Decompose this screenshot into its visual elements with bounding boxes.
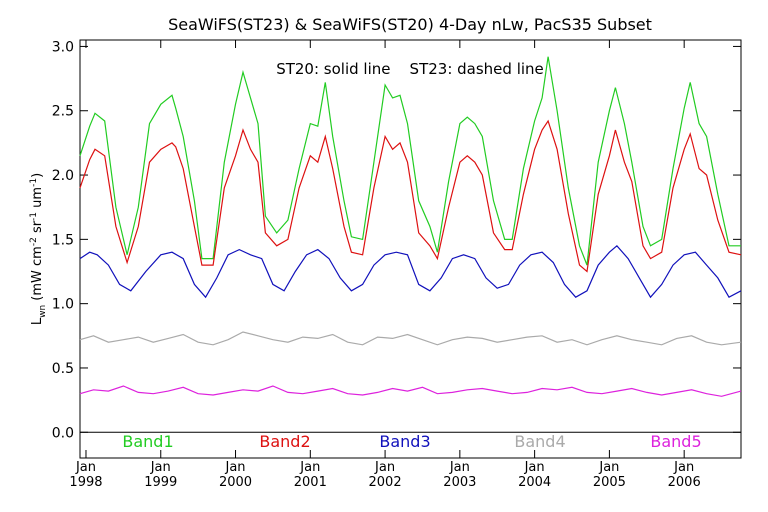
legend-label-band4: Band4 — [514, 432, 565, 451]
y-axis-label-sub: wn — [38, 305, 48, 318]
plot-area — [79, 39, 742, 459]
y-axis-label-sup3: -1 — [29, 178, 39, 187]
x-tick-label-year: 1998 — [69, 475, 102, 490]
x-tick-label-year: 2000 — [219, 475, 252, 490]
y-axis-label-main: L — [30, 317, 45, 325]
plot-frame — [79, 39, 742, 459]
series-lines — [79, 56, 742, 397]
y-axis-label-close: ) — [30, 173, 45, 178]
y-tick-label: 2.0 — [52, 168, 74, 184]
chart-title: SeaWiFS(ST23) & SeaWiFS(ST20) 4-Day nLw,… — [168, 15, 652, 34]
x-tick-label-month: Jan — [449, 460, 470, 475]
y-axis-label: Lwn (mW cm-2 sr-1 um-1) — [29, 173, 48, 325]
x-tick-label-year: 1999 — [144, 475, 177, 490]
x-tick-label-year: 2005 — [593, 475, 626, 490]
legend: Band1 Band2 Band3 Band4 Band5 — [122, 432, 701, 451]
y-tick-label: 1.5 — [52, 232, 74, 248]
series-line-band4 — [79, 331, 742, 346]
legend-label-band3: Band3 — [379, 432, 430, 451]
legend-label-band2: Band2 — [259, 432, 310, 451]
x-tick-label-month: Jan — [598, 460, 619, 475]
y-axis-label-sup1: -2 — [29, 237, 39, 246]
x-tick-label-year: 2003 — [443, 475, 476, 490]
y-tick-label: 1.0 — [52, 297, 74, 313]
y-tick-label: 2.5 — [52, 104, 74, 120]
x-axis: Jan1998Jan1999Jan2000Jan2001Jan2002Jan20… — [69, 40, 701, 490]
x-tick-label-month: Jan — [374, 460, 395, 475]
x-tick-label-year: 2004 — [518, 475, 551, 490]
series-line-band2 — [79, 119, 742, 273]
y-tick-label: 3.0 — [52, 39, 74, 55]
x-tick-label-year: 2002 — [369, 475, 402, 490]
x-tick-label-month: Jan — [75, 460, 96, 475]
x-tick-label-month: Jan — [150, 460, 171, 475]
x-tick-label-month: Jan — [225, 460, 246, 475]
x-tick-label-year: 2001 — [294, 475, 327, 490]
x-tick-label-month: Jan — [299, 460, 320, 475]
y-axis: 0.0 0.5 1.0 1.5 2.0 2.5 3.0 — [52, 39, 741, 441]
series-line-band5 — [79, 385, 742, 397]
series-line-band1 — [79, 56, 741, 266]
x-tick-label-year: 2006 — [668, 475, 701, 490]
legend-label-band1: Band1 — [122, 432, 173, 451]
y-tick-label: 0.5 — [52, 361, 74, 377]
y-axis-label-mid: sr — [30, 220, 45, 237]
chart-annotation: ST20: solid line ST23: dashed line — [276, 60, 544, 78]
legend-label-band5: Band5 — [650, 432, 701, 451]
y-axis-label-units: (mW cm — [30, 246, 45, 305]
x-tick-label-month: Jan — [673, 460, 694, 475]
series-line-band3 — [79, 244, 742, 299]
x-tick-label-month: Jan — [524, 460, 545, 475]
y-tick-label: 0.0 — [52, 425, 74, 441]
y-axis-label-tail: um — [30, 187, 45, 212]
y-axis-label-sup2: -1 — [29, 212, 39, 221]
